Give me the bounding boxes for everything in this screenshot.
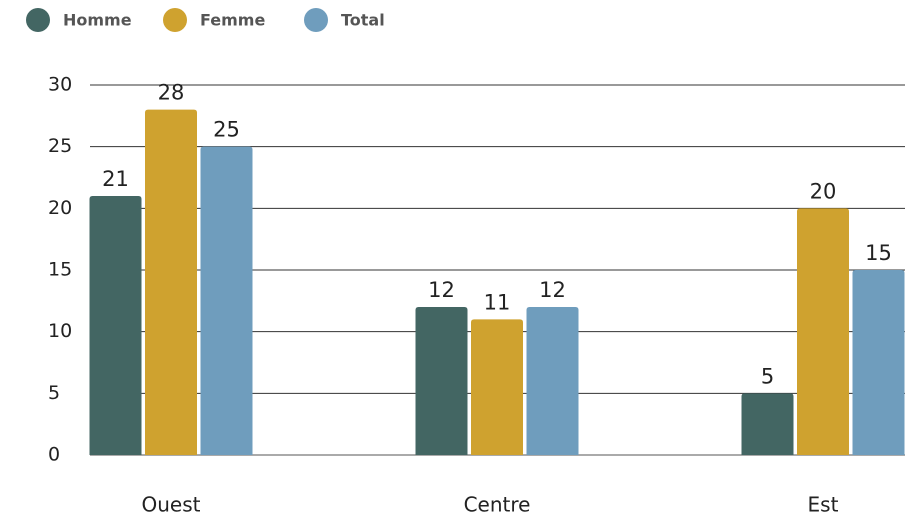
legend-label: Femme: [200, 11, 265, 30]
data-label: 21: [102, 167, 129, 191]
bar: [526, 307, 579, 455]
data-label: 12: [428, 278, 455, 302]
data-label: 12: [539, 278, 566, 302]
data-label: 5: [761, 364, 774, 388]
y-tick-label: 20: [48, 197, 72, 219]
legend-label: Homme: [63, 11, 132, 30]
y-tick-label: 15: [48, 259, 72, 281]
bar: [145, 109, 197, 456]
y-tick-label: 30: [48, 74, 72, 96]
bar: [415, 307, 468, 455]
y-tick-label: 0: [48, 444, 60, 466]
bar: [852, 270, 905, 455]
bar: [797, 208, 849, 455]
y-tick-label: 10: [48, 320, 72, 342]
legend-marker: [304, 8, 328, 32]
data-label: 15: [865, 241, 892, 265]
bar: [89, 196, 142, 455]
bar: [200, 146, 253, 455]
y-tick-label: 25: [48, 135, 72, 157]
bar: [471, 319, 523, 455]
x-tick-label: Ouest: [142, 493, 201, 517]
data-label: 20: [810, 179, 837, 203]
legend-label: Total: [341, 11, 385, 30]
x-tick-label: Est: [808, 493, 839, 517]
x-tick-label: Centre: [464, 493, 531, 517]
data-label: 11: [484, 290, 511, 314]
data-label: 25: [213, 118, 240, 142]
legend-marker: [26, 8, 50, 32]
y-tick-label: 5: [48, 382, 60, 404]
legend-marker: [163, 8, 187, 32]
bar: [741, 393, 794, 455]
data-label: 28: [158, 81, 185, 105]
